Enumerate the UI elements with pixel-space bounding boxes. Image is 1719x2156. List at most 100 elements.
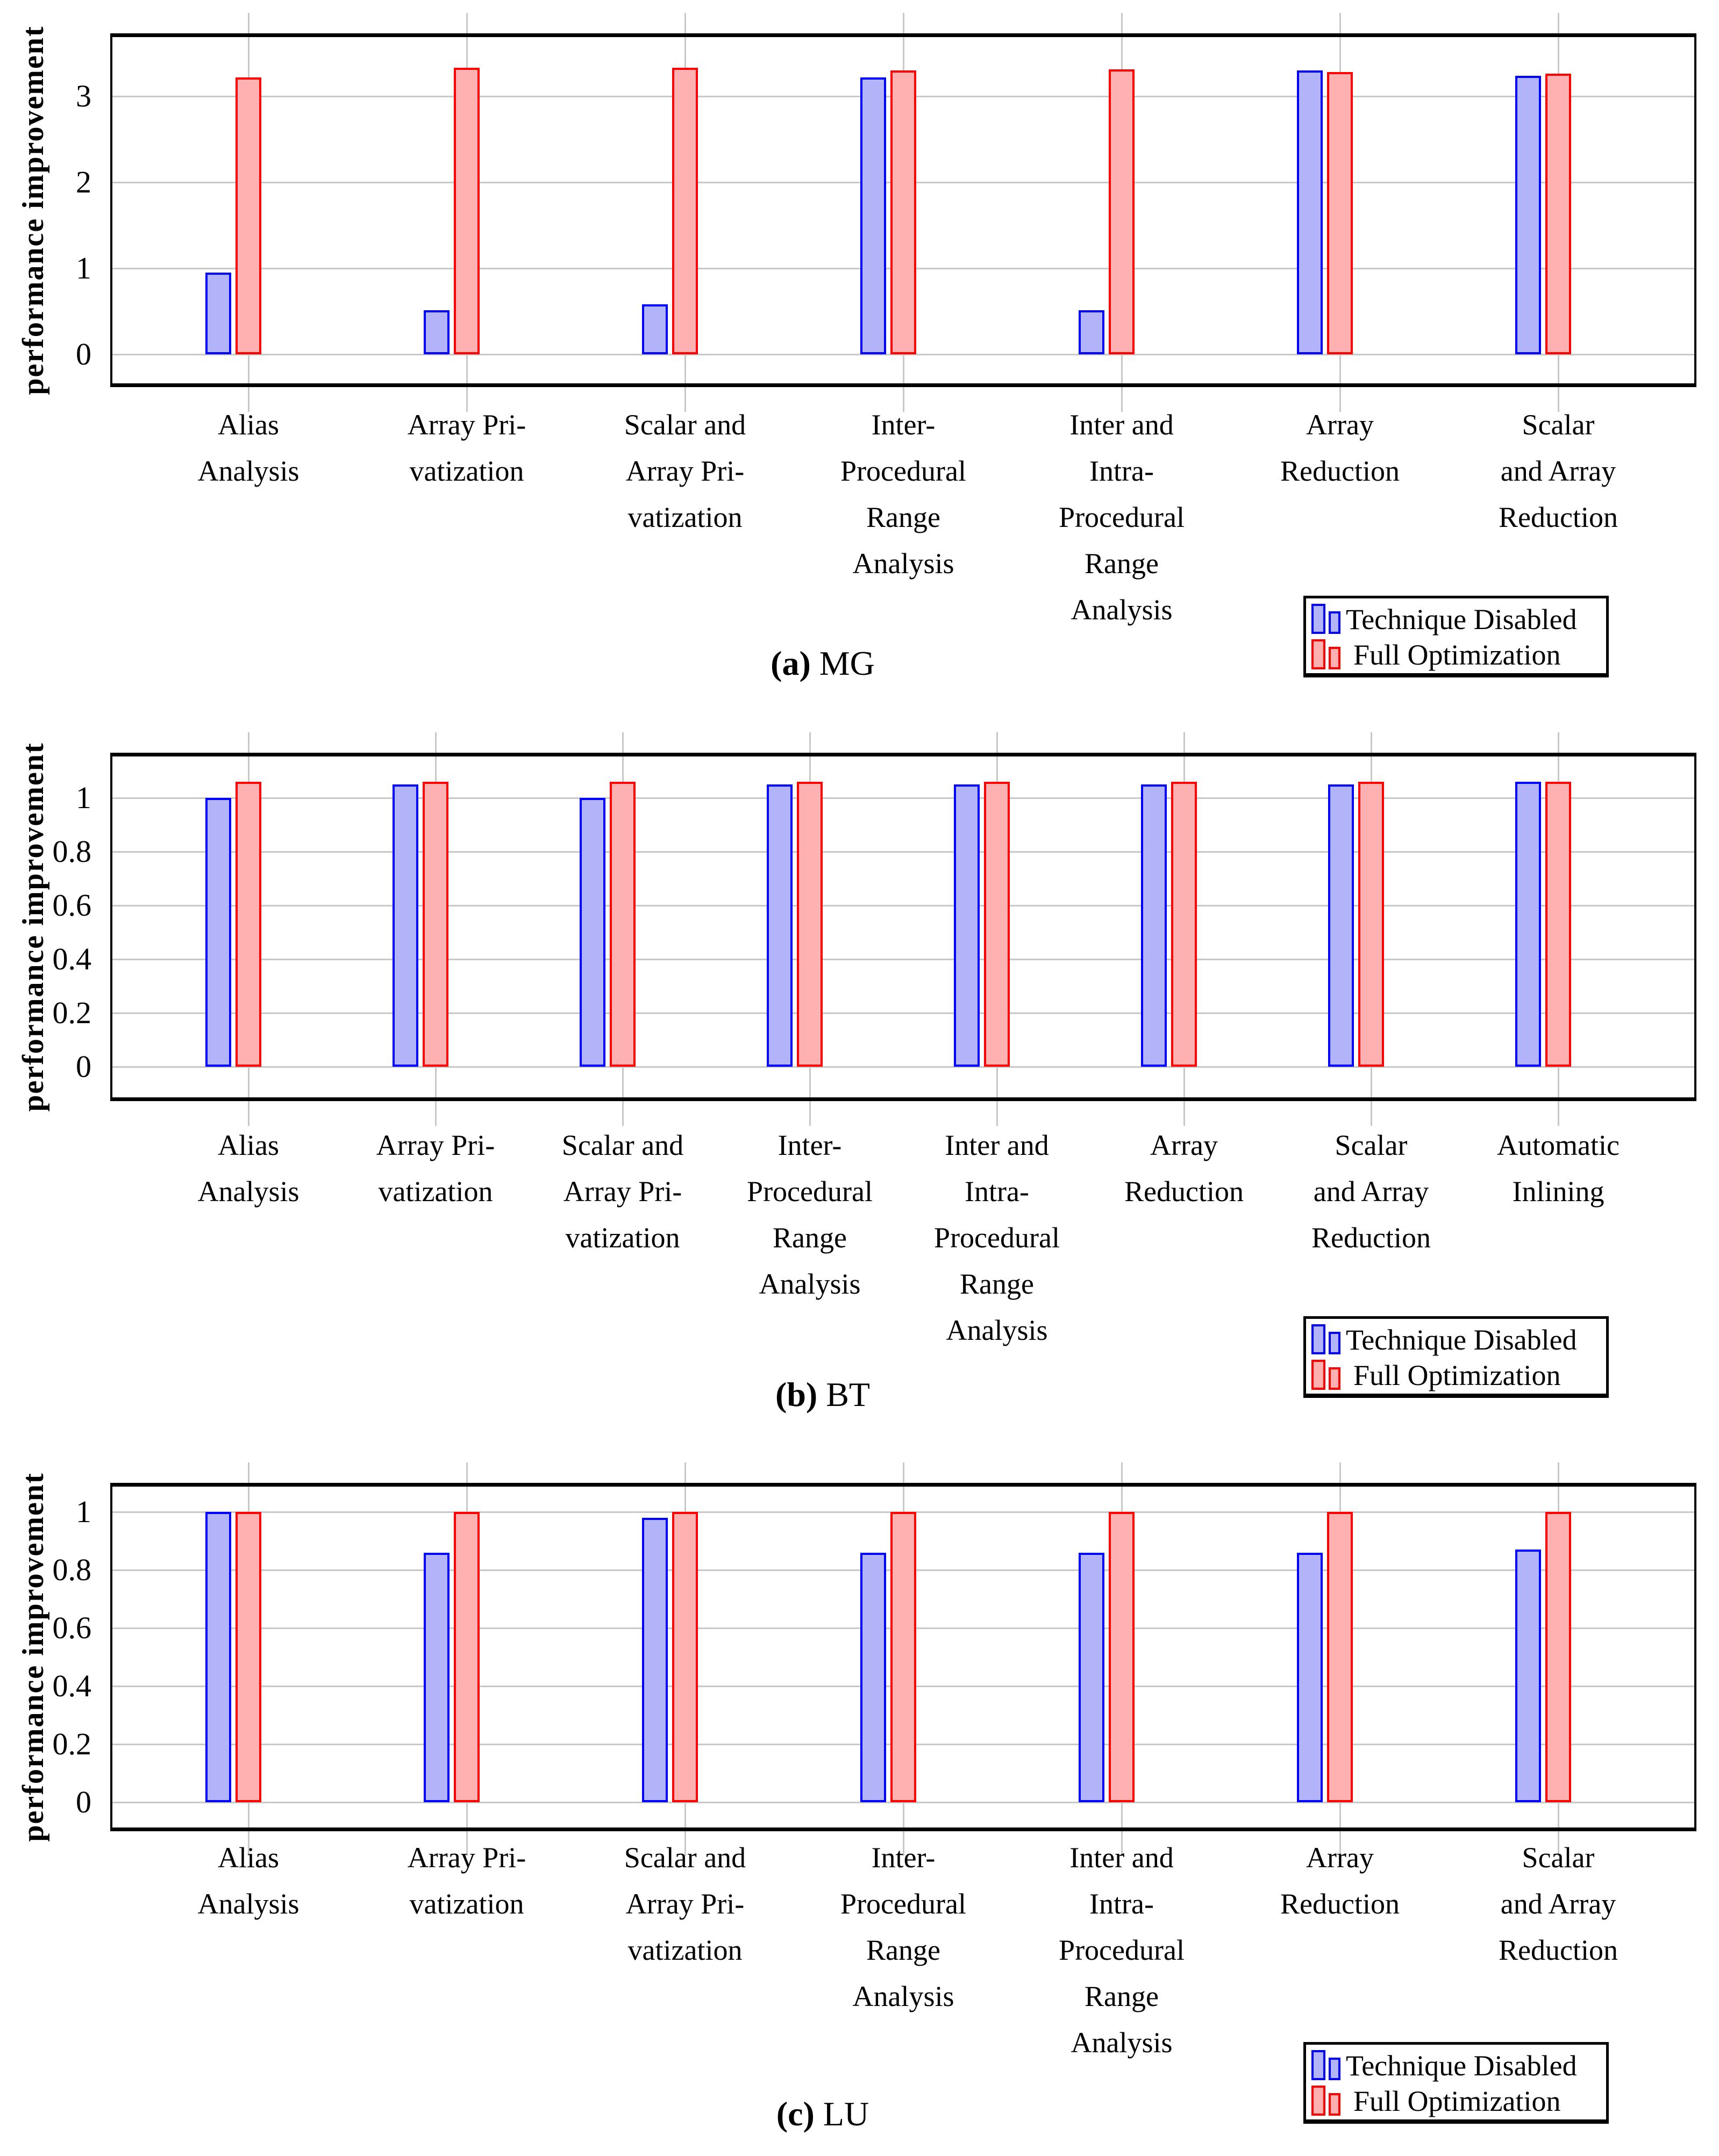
y-tick-label: 0: [76, 1784, 91, 1819]
bar-full-optimization: [236, 782, 261, 1067]
x-category-label-line: Analysis: [197, 1175, 299, 1208]
category-tick-line: [903, 1462, 904, 1856]
plot-area: [110, 753, 1696, 1101]
x-category-label: Inter and Intra- Procedural Range Analysis: [998, 402, 1245, 633]
x-category-label: Inter- Procedural Range Analysis: [686, 1122, 933, 1307]
legend-box: Technique Disabled Full Optimization: [1303, 1316, 1609, 1398]
y-tick-label: 0.8: [52, 1552, 92, 1587]
x-category-label: Array Reduction: [1060, 1122, 1308, 1215]
bar-full-optimization: [1327, 1512, 1353, 1802]
x-category-label-line: Inter and: [1069, 409, 1174, 441]
x-category-label-line: Array Pri-: [407, 409, 526, 441]
bar-technique-disabled: [1079, 1552, 1104, 1802]
category-tick-line: [1121, 1462, 1123, 1856]
bar-technique-disabled: [424, 310, 450, 355]
x-category-label: Array Pri-vatization: [343, 402, 590, 494]
bar-technique-disabled: [580, 798, 605, 1067]
x-category-label-line: Range: [1085, 547, 1159, 580]
bar-full-optimization: [890, 1512, 916, 1802]
technique-disabled-swatch-icon: [1311, 2050, 1342, 2081]
gridline-y-0: [112, 354, 1694, 355]
y-tick-label: 1: [76, 780, 91, 815]
bar-technique-disabled: [642, 304, 668, 355]
x-category-label-line: and Array: [1500, 1888, 1616, 1920]
technique-disabled-swatch-icon: [1311, 604, 1342, 635]
x-category-label: Alias Analysis: [125, 1122, 372, 1215]
legend-item-technique-disabled: Technique Disabled: [1311, 2048, 1602, 2083]
gridline-y-0: [112, 1066, 1694, 1068]
gridline-y-3: [112, 96, 1694, 97]
gridline-y-1: [112, 1511, 1694, 1513]
x-category-label-line: Array Pri-: [376, 1129, 495, 1161]
x-category-label-line: Inter-: [871, 409, 936, 441]
caption-index: (a): [771, 644, 811, 682]
x-category-label: Array Reduction: [1216, 1834, 1464, 1927]
x-category-label-line: Procedural: [1059, 1934, 1185, 1966]
bar-full-optimization: [890, 70, 916, 354]
legend-box: Technique Disabled Full Optimization: [1303, 596, 1609, 677]
x-category-label: Array Pri-vatization: [312, 1122, 559, 1215]
bar-technique-disabled: [767, 784, 793, 1067]
x-category-label-line: Reduction: [1499, 501, 1618, 533]
bar-full-optimization: [1327, 72, 1353, 355]
bar-technique-disabled: [1328, 784, 1354, 1067]
bar-full-optimization: [454, 1512, 480, 1802]
gridline-y-0.4: [112, 1686, 1694, 1687]
x-category-label: Array Pri-vatization: [343, 1834, 590, 1927]
full-optimization-swatch-icon: [1311, 2086, 1342, 2117]
bar-technique-disabled: [393, 784, 418, 1067]
y-tick-label: 0.6: [52, 1610, 92, 1645]
bar-technique-disabled: [1515, 782, 1541, 1067]
gridline-y-0.8: [112, 851, 1694, 853]
bar-technique-disabled: [642, 1517, 668, 1802]
x-category-label-line: Intra-: [1089, 455, 1154, 487]
x-category-label-line: Analysis: [946, 1314, 1048, 1346]
legend-label: Technique Disabled: [1346, 1324, 1577, 1356]
x-category-label-line: Array: [1306, 409, 1374, 441]
x-category-label-line: and Array: [1313, 1175, 1429, 1208]
category-tick-line: [435, 732, 437, 1126]
panel-caption: (b) BT: [110, 1375, 1535, 1415]
legend-label: Full Optimization: [1353, 1359, 1561, 1391]
x-category-label-line: Range: [1085, 1980, 1159, 2012]
bar-technique-disabled: [1297, 1552, 1323, 1802]
legend-label: Technique Disabled: [1346, 2050, 1577, 2082]
x-category-label-line: Array: [1306, 1841, 1374, 1874]
caption-index: (c): [776, 2095, 815, 2133]
legend-label: Technique Disabled: [1346, 603, 1577, 636]
bar-full-optimization: [797, 782, 823, 1067]
x-category-label: Scalar and Array Pri-vatization: [561, 402, 809, 540]
x-category-label: Inter and Intra- Procedural Range Analysis: [998, 1834, 1245, 2066]
caption-index: (b): [775, 1375, 818, 1413]
gridline-y-1: [112, 268, 1694, 269]
x-category-label-line: Procedural: [1059, 501, 1185, 533]
x-category-label-line: Analysis: [1071, 594, 1173, 626]
category-tick-line: [1339, 13, 1341, 412]
plot-area: [110, 33, 1696, 387]
y-tick-label: 1: [76, 251, 91, 285]
x-category-label-line: Procedural: [840, 455, 966, 487]
x-category-label-line: Alias: [218, 409, 279, 441]
y-tick-label: 0: [76, 1049, 91, 1084]
full-optimization-swatch-icon: [1311, 1360, 1342, 1391]
x-category-label-line: Alias: [218, 1129, 279, 1161]
bar-full-optimization: [984, 782, 1010, 1067]
legend-box: Technique Disabled Full Optimization: [1303, 2042, 1609, 2124]
y-tick-label: 0.2: [52, 995, 92, 1030]
x-category-label-line: Range: [960, 1268, 1034, 1300]
x-category-label-line: Procedural: [747, 1175, 873, 1208]
category-tick-line: [1558, 13, 1559, 412]
x-category-label-line: vatization: [565, 1222, 680, 1254]
x-category-label-line: vatization: [627, 501, 743, 533]
x-category-label-line: Range: [773, 1222, 847, 1254]
x-category-label-line: and Array: [1500, 455, 1616, 487]
x-category-label-line: Procedural: [840, 1888, 966, 1920]
x-category-label-line: Reduction: [1280, 455, 1400, 487]
bar-full-optimization: [672, 1512, 698, 1802]
bar-technique-disabled: [205, 1512, 231, 1802]
x-category-label-line: vatization: [409, 455, 524, 487]
x-category-label-line: Inter-: [778, 1129, 842, 1161]
category-tick-line: [684, 1462, 686, 1856]
x-category-label: Alias Analysis: [125, 402, 372, 494]
x-category-label-line: Array: [1150, 1129, 1218, 1161]
